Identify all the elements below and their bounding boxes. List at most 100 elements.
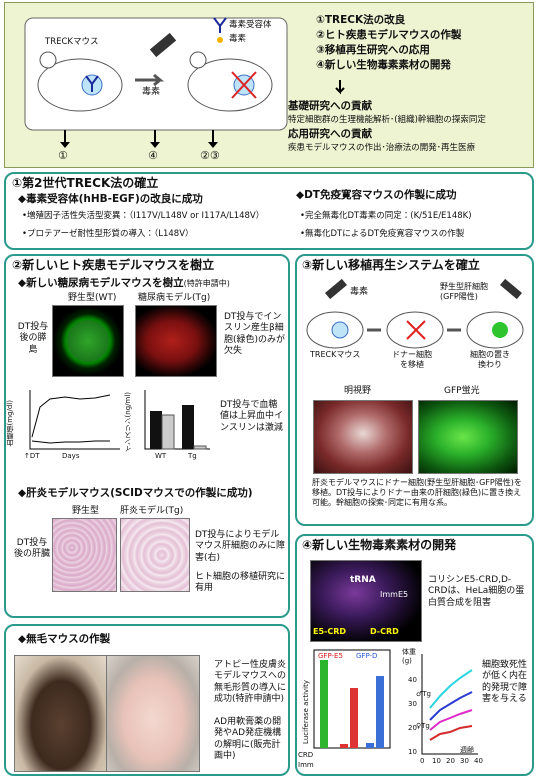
syringe — [500, 278, 522, 300]
islet-photo-wt — [52, 305, 124, 377]
weight-curve — [429, 691, 473, 721]
glucose-curve-wt — [31, 440, 110, 444]
row-label: CRD — [298, 751, 314, 759]
axis-label: 体重(g) — [402, 648, 416, 665]
weight-curve — [429, 709, 473, 731]
structure-image — [310, 560, 422, 642]
result-text: DT投与によりモデルマウス肝細胞のみに障害(右) — [195, 530, 286, 563]
x-tick-label: 10 — [432, 757, 441, 765]
axis-label: Luciferase activity — [302, 680, 310, 744]
insulin-bar — [150, 411, 162, 449]
mouse-photo-hairless — [106, 655, 200, 772]
insulin-bar — [193, 445, 207, 450]
structure-label: E5-CRD — [313, 627, 347, 636]
syringe — [149, 32, 177, 58]
section-1 — [4, 172, 534, 250]
body-text: アトピー性皮膚炎モデルマウスへの無毛形質の導入に成功(特許申請中) — [214, 660, 287, 704]
luc-bar — [376, 676, 384, 748]
arrow — [335, 80, 345, 95]
series-label: GFP-E5 — [318, 652, 343, 660]
note: (特許申請中) — [183, 279, 230, 288]
applied-text: 疾患モデルマウスの作出･治療法の開発･再生医療 — [288, 143, 476, 153]
luc-bar — [340, 744, 348, 748]
syringe — [325, 278, 347, 300]
arrow-label: ④ — [148, 149, 158, 162]
mouse-body — [37, 58, 123, 112]
luc-bar — [366, 743, 374, 748]
insulin-bar — [161, 414, 175, 450]
toxin-label: 毒素 — [142, 87, 161, 97]
insulin-bar — [182, 405, 194, 449]
y-tick-label: 20 — [408, 724, 417, 732]
body-text: AD用軟膏薬の開発やAD発症機構の解明に(販売計画中) — [214, 717, 282, 761]
x-tick-label: 20 — [446, 757, 455, 765]
group-label: ♀Tg — [416, 722, 430, 730]
chart-result: DT投与で血糖値は上昇血中インスリンは激減 — [220, 400, 284, 433]
cross — [231, 71, 257, 99]
axis-label: インスリン(ng/ml) — [124, 392, 132, 453]
section-title: ③新しい移植再生システムを確立 — [302, 258, 480, 272]
donor-label: 野生型肝細胞(GFP陽性) — [440, 282, 488, 301]
receptor — [85, 75, 99, 92]
bar-label: Tg — [188, 452, 197, 460]
row-label: Imm — [298, 761, 314, 769]
structure-label: tRNA — [350, 575, 376, 585]
goal: ②ヒト疾患モデルマウスの作製 — [316, 29, 462, 41]
structure-label: ImmE5 — [380, 590, 409, 599]
arrow — [135, 73, 165, 87]
mouse-label: TRECKマウス — [45, 37, 99, 47]
axis-label: 血糖値(mg/dl) — [6, 400, 14, 447]
islet-photo-tg — [135, 305, 217, 377]
arrow-stem — [64, 130, 214, 142]
section-3 — [295, 254, 534, 526]
x-tick-label: 0 — [420, 757, 425, 765]
bullet: •無毒化DTによるDT免疫寛容マウスの作製 — [300, 229, 465, 239]
axis-label: Days — [62, 452, 80, 460]
legend-label: 毒素 — [229, 34, 247, 44]
liver-photo-tg — [120, 518, 190, 592]
applied-title: 応用研究への貢献 — [288, 128, 372, 140]
section-title: ④新しい生物毒素素材の開発 — [302, 538, 457, 552]
mouse-ear — [189, 51, 207, 69]
result-text: 細胞致死性が低く内在的発現で障害を与える — [482, 660, 528, 704]
subheading: ◆毒素受容体(hHB-EGF)の改良に成功 — [18, 193, 203, 205]
axis — [29, 390, 120, 450]
image-label: 糖尿病モデル(Tg) — [138, 293, 211, 303]
overview-drawing — [24, 17, 345, 148]
axis-label: 週齢 — [460, 746, 474, 754]
section-title: ①第2世代TRECK法の確立 — [12, 176, 159, 190]
diabetes-charts — [29, 390, 210, 450]
photo-label: GFP蛍光 — [444, 386, 480, 396]
caption: 肝炎モデルマウスにドナー細胞(野生型肝細胞･GFP陽性)を移植。DT投与によりド… — [312, 478, 522, 507]
transplant-diagram — [306, 278, 524, 349]
gfp-photo — [418, 400, 518, 474]
subheading: ◆DT免疫寛容マウスの作製に成功 — [296, 189, 457, 201]
arrow-label: ②③ — [200, 149, 220, 162]
structure-label: D-CRD — [370, 627, 399, 636]
side-label: DT投与後の膵島 — [17, 322, 49, 355]
side-label: DT投与後の肝臓 — [14, 538, 51, 560]
toxin-label: 毒素 — [350, 287, 369, 297]
axis — [421, 654, 478, 755]
weight-curve — [429, 669, 473, 709]
result-text: DT投与でインスリン産生β細胞(緑色)のみが欠失 — [224, 312, 286, 356]
glucose-curve-tg — [31, 394, 111, 438]
replaced-liver — [492, 322, 508, 338]
bar-label: WT — [155, 452, 167, 460]
step-label: ドナー細胞を移植 — [392, 350, 432, 369]
y-tick-label: 30 — [408, 700, 417, 708]
liver — [331, 321, 349, 339]
image-label: 野生型(WT) — [68, 293, 117, 303]
brightfield-photo — [313, 400, 413, 474]
bullet: •増殖因子活性失活型変異：（I117V/L148V or I117A/L148V… — [22, 211, 265, 221]
y-tick-label: 40 — [408, 676, 417, 684]
section4-charts — [313, 649, 478, 755]
heading-text: ◆新しい糖尿病モデルマウスを樹立 — [18, 277, 184, 289]
result-text: ヒト細胞の移植研究に有用 — [195, 572, 286, 594]
mouse-body — [187, 58, 273, 112]
mouse-photo-furred — [14, 655, 108, 772]
weight-curve — [429, 725, 473, 741]
legend-receptor — [213, 17, 227, 33]
subheading: ◆肝炎モデルマウス(SCIDマウスでの作製に成功) — [18, 487, 253, 499]
